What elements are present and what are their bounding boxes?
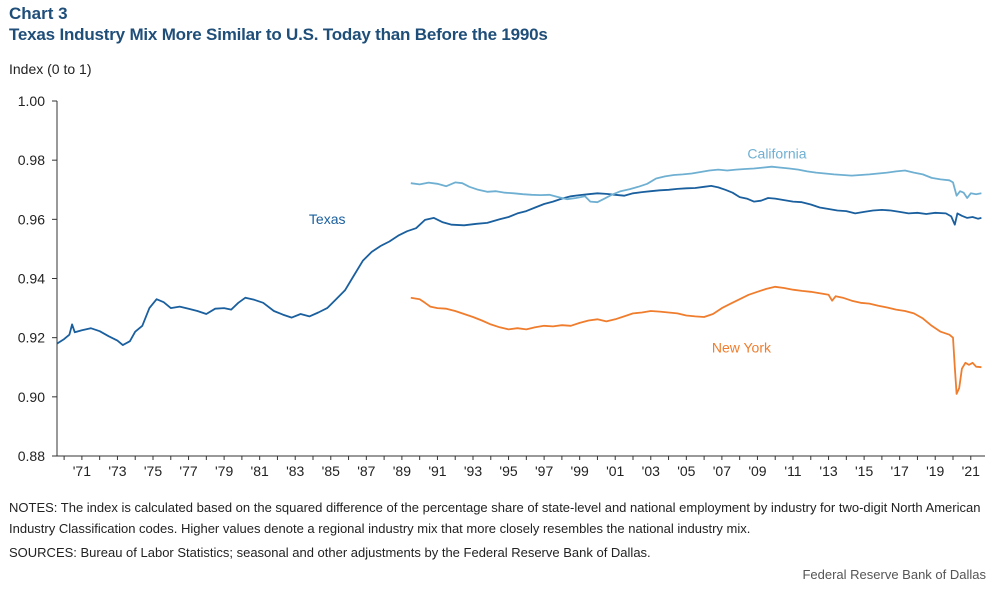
y-tick-label: 1.00: [18, 93, 45, 109]
x-tick-label: '71: [73, 463, 91, 479]
california-series-label: California: [747, 146, 806, 162]
x-tick-label: '17: [891, 463, 909, 479]
y-tick-label: 0.90: [18, 389, 45, 405]
x-tick-label: '85: [322, 463, 340, 479]
x-tick-label: '81: [251, 463, 269, 479]
series-labels: Texas California New York: [309, 146, 807, 356]
x-tick-label: '03: [642, 463, 660, 479]
source-credit: Federal Reserve Bank of Dallas: [802, 567, 986, 582]
chart-sources: SOURCES: Bureau of Labor Statistics; sea…: [9, 545, 651, 560]
x-tick-label: '79: [215, 463, 233, 479]
x-tick-label: '01: [606, 463, 624, 479]
x-tick-label: '97: [535, 463, 553, 479]
x-tick-label: '11: [784, 463, 801, 479]
x-tick-label: '21: [962, 463, 980, 479]
x-tick-label: '99: [571, 463, 589, 479]
new-york-line: [410, 285, 982, 395]
x-tick-label: '77: [179, 463, 197, 479]
y-tick-label: 0.92: [18, 330, 45, 346]
x-tick-label: '13: [819, 463, 837, 479]
x-tick-label: '73: [108, 463, 126, 479]
x-tick-label: '89: [393, 463, 411, 479]
y-axis: 0.88 0.90 0.92 0.94 0.96 0.98 1.00: [18, 93, 58, 464]
y-tick-label: 0.98: [18, 152, 45, 168]
y-axis-label: Index (0 to 1): [9, 61, 92, 77]
new-york-series-label: New York: [712, 339, 772, 355]
chart-notes: NOTES: The index is calculated based on …: [9, 500, 981, 536]
texas-series-label: Texas: [309, 211, 346, 227]
chart-label: Chart 3: [9, 4, 68, 23]
series-lines: [56, 165, 982, 395]
x-tick-label: '05: [677, 463, 695, 479]
x-tick-label: '75: [144, 463, 162, 479]
x-tick-label: '87: [357, 463, 375, 479]
x-tick-label: '19: [926, 463, 944, 479]
x-tick-label: '95: [499, 463, 517, 479]
y-tick-label: 0.94: [18, 271, 45, 287]
texas-line: [56, 185, 982, 346]
x-tick-label: '91: [428, 463, 446, 479]
x-tick-label: '15: [855, 463, 873, 479]
x-tick-label: '93: [464, 463, 482, 479]
x-axis: '71 '73 '75 '77 '79 '81 '83 '85 '87 '89 '91 '93 '95 '…: [57, 455, 985, 479]
chart-title: Texas Industry Mix More Similar to U.S. …: [9, 25, 548, 44]
x-tick-label: '09: [748, 463, 766, 479]
x-tick-label: '07: [713, 463, 731, 479]
y-tick-label: 0.96: [18, 211, 45, 227]
california-line: [410, 165, 982, 204]
x-tick-label: '83: [286, 463, 304, 479]
y-tick-label: 0.88: [18, 448, 45, 464]
